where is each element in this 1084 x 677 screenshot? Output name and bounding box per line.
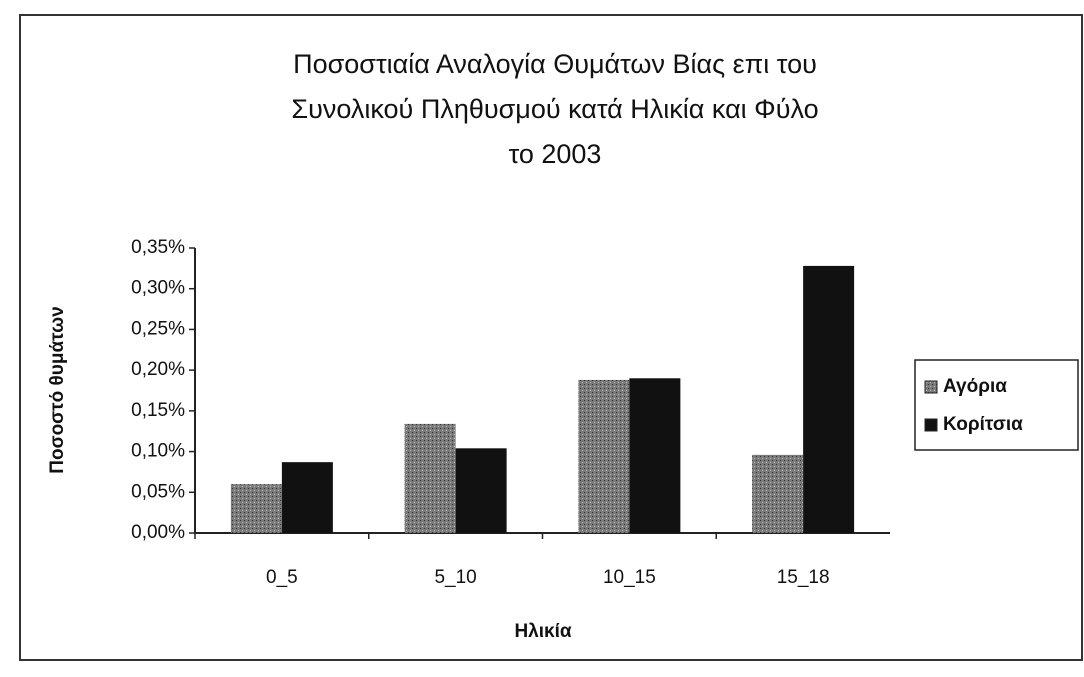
y-tick-label: 0,30% <box>131 278 185 299</box>
bar <box>455 448 507 533</box>
bar <box>803 265 855 533</box>
bar <box>629 378 681 533</box>
y-axis-label: Ποσοστό θυμάτων <box>47 306 68 474</box>
bar <box>230 484 282 533</box>
y-tick-label: 0,25% <box>131 318 185 339</box>
chart-title: το 2003 <box>509 139 602 169</box>
chart-frame <box>19 14 1083 661</box>
y-tick-label: 0,00% <box>131 522 185 543</box>
y-tick-label: 0,20% <box>131 359 185 380</box>
x-axis-label: Ηλικία <box>514 621 571 642</box>
legend-swatch <box>924 418 938 432</box>
chart-title: Ποσοστιαία Αναλογία Θυμάτων Βίας επι του <box>293 49 817 79</box>
chart-title: Συνολικού Πληθυσμού κατά Ηλικία και Φύλο <box>291 94 818 124</box>
x-tick-label: 15_18 <box>777 567 830 588</box>
x-tick-label: 10_15 <box>603 567 656 588</box>
legend-swatch <box>924 380 938 394</box>
bar <box>281 462 333 533</box>
legend-label: Αγόρια <box>943 376 1007 397</box>
y-tick-label: 0,05% <box>131 481 185 502</box>
x-tick-label: 0_5 <box>266 567 298 588</box>
y-tick-label: 0,35% <box>131 237 185 258</box>
bar <box>578 379 630 533</box>
y-tick-label: 0,10% <box>131 441 185 462</box>
legend-label: Κορίτσια <box>943 414 1023 435</box>
x-tick-label: 5_10 <box>434 567 476 588</box>
y-tick-label: 0,15% <box>131 400 185 421</box>
bar <box>752 454 804 533</box>
bar <box>404 423 456 533</box>
legend <box>914 359 1079 451</box>
